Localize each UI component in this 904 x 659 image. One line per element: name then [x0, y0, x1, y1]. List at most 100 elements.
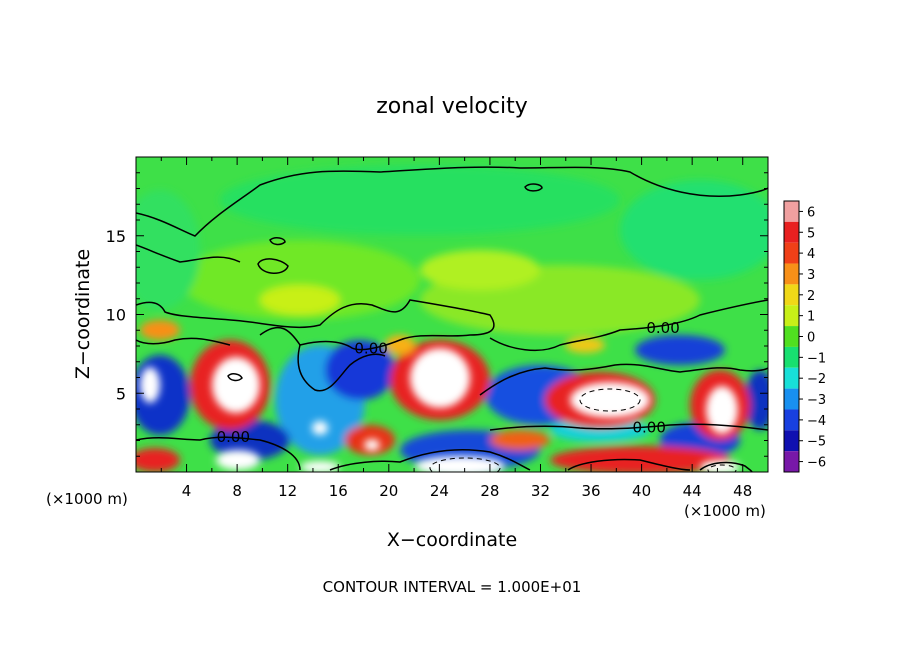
- field-cores: [140, 348, 740, 472]
- colorbar-swatch: [784, 430, 799, 452]
- colorbar-swatch: [784, 388, 799, 410]
- field-core: [216, 450, 260, 470]
- contour-interval-note: CONTOUR INTERVAL = 1.000E+01: [323, 578, 582, 596]
- field-core: [410, 348, 470, 408]
- dashed-contour: [429, 457, 501, 472]
- colorbar-label: 6: [807, 205, 815, 220]
- colorbar-label: 3: [807, 268, 815, 283]
- chart-title: zonal velocity: [376, 94, 528, 119]
- colorbar-label: 2: [807, 289, 815, 304]
- contour-line: [489, 299, 768, 352]
- colorbar-label: 0: [807, 331, 815, 346]
- colorbar-label: 5: [807, 226, 815, 241]
- colorbar: 6 5 4 3 2 1 0 −1 −2 −3 −4 −5 −6: [783, 200, 826, 473]
- colorbar-swatch: [784, 284, 799, 306]
- colorbar-swatch: [784, 242, 799, 264]
- y-tick-label: 5: [116, 384, 126, 403]
- field-core: [312, 421, 328, 435]
- field-core: [300, 461, 340, 472]
- contour-line: [489, 423, 768, 431]
- y-axis-label: Z−coordinate: [72, 249, 94, 379]
- dashed-contour: [579, 388, 641, 412]
- contour-line: [257, 258, 289, 274]
- dashed-contour: [707, 464, 737, 472]
- field-blob: [420, 250, 540, 290]
- field-blob: [745, 370, 768, 430]
- contour-label: 0.00: [646, 319, 679, 337]
- colorbar-label: −6: [807, 456, 826, 471]
- colorbar-swatch: [784, 221, 799, 243]
- x-tick-label: 8: [232, 482, 242, 500]
- x-tick-label: 28: [480, 482, 499, 500]
- field-blob: [140, 320, 180, 340]
- field-blob: [180, 240, 420, 320]
- contour-line: [524, 183, 543, 192]
- field-core: [364, 439, 380, 451]
- colorbar-label: −5: [807, 435, 826, 450]
- field-blob: [136, 355, 190, 435]
- field-blob: [550, 446, 730, 472]
- x-axis: 4 8 12 16 20 24 28 32 36 40 44 48: [160, 157, 752, 500]
- colorbar-label: 4: [807, 247, 815, 262]
- colorbar-swatch: [784, 263, 799, 285]
- x-unit-left: (×1000 m): [46, 490, 128, 508]
- field-blob: [136, 190, 200, 310]
- x-tick-label: 24: [430, 482, 449, 500]
- x-tick-label: 4: [182, 482, 192, 500]
- contour-line: [329, 448, 531, 471]
- field-core: [212, 357, 260, 413]
- contour-label: 0.00: [217, 428, 250, 446]
- field-blob: [385, 335, 415, 355]
- field-blob: [260, 285, 340, 315]
- x-tick-label: 44: [683, 482, 702, 500]
- x-tick-label: 20: [379, 482, 398, 500]
- contour-line: [227, 373, 243, 382]
- y-tick-label: 10: [106, 306, 126, 325]
- contour-line: [136, 166, 768, 237]
- colorbar-swatch: [784, 367, 799, 389]
- contour-line: [136, 299, 495, 351]
- contour-label: 0.00: [632, 418, 665, 436]
- contour-line: [567, 458, 691, 471]
- x-axis-label: X−coordinate: [387, 529, 517, 551]
- colorbar-swatch: [784, 346, 799, 368]
- field-core: [570, 382, 650, 418]
- contour-line: [269, 237, 286, 246]
- y-axis: 5 10 15: [106, 172, 768, 457]
- colorbar-swatch: [784, 201, 799, 222]
- contour-line: [136, 337, 231, 346]
- field-core: [140, 367, 160, 403]
- contour-line: [297, 344, 386, 392]
- x-tick-label: 16: [329, 482, 348, 500]
- colorbar-label: −3: [807, 393, 826, 408]
- x-tick-label: 12: [278, 482, 297, 500]
- contour-lines: [136, 166, 768, 472]
- colorbar-label: −2: [807, 372, 826, 387]
- field-blob: [490, 430, 550, 450]
- contour-labels: 0.00 0.00 0.00 0.00: [217, 319, 680, 446]
- field-blob: [620, 180, 768, 280]
- contour-line: [699, 461, 753, 472]
- x-tick-label: 32: [531, 482, 550, 500]
- colorbar-swatch: [784, 451, 799, 472]
- contour-label: 0.00: [354, 340, 387, 358]
- x-tick-label: 40: [632, 482, 651, 500]
- colorbar-swatch: [784, 305, 799, 327]
- x-unit-right: (×1000 m): [684, 502, 766, 520]
- x-tick-label: 36: [581, 482, 600, 500]
- field-blob: [220, 165, 620, 235]
- field-core: [706, 386, 738, 434]
- dashed-contours: [429, 388, 737, 472]
- contour-line: [136, 244, 241, 263]
- colorbar-label: −1: [807, 351, 826, 366]
- colorbar-label: 1: [807, 310, 815, 325]
- field-core: [415, 456, 505, 472]
- y-tick-label: 15: [106, 227, 126, 246]
- contour-line: [479, 363, 768, 396]
- colorbar-swatch: [784, 409, 799, 431]
- field-blob: [635, 335, 725, 365]
- colorbar-label: −4: [807, 414, 826, 429]
- x-tick-label: 48: [733, 482, 752, 500]
